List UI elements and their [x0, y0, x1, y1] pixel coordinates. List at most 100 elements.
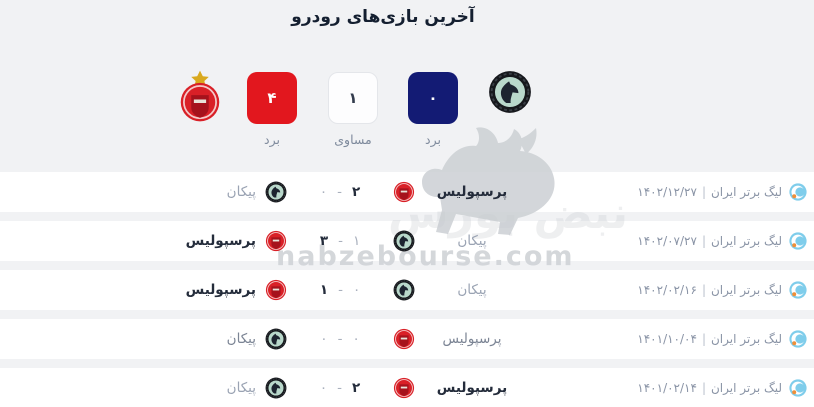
paykan-wins-label: برد	[425, 132, 441, 147]
persepolis-crest-icon	[393, 181, 415, 203]
home-team-logo	[393, 279, 415, 301]
match-row[interactable]: لیگ برتر ایران | ۱۴۰۱/۱۰/۰۴ پرسپولیس ۰ - ۰…	[0, 319, 814, 359]
league-name: لیگ برتر ایران	[710, 381, 782, 395]
match-list: لیگ برتر ایران | ۱۴۰۲/۱۲/۲۷ پرسپولیس ۲ - ۰…	[0, 172, 814, 407]
match-row[interactable]: لیگ برتر ایران | ۱۴۰۲/۱۲/۲۷ پرسپولیس ۲ - ۰…	[0, 172, 814, 212]
match-row[interactable]: لیگ برتر ایران | ۱۴۰۲/۰۷/۲۷ پیکان ۱ - ۳ پر…	[0, 221, 814, 261]
separator: |	[701, 234, 706, 248]
away-team-logo	[265, 230, 287, 252]
home-team-logo	[393, 181, 415, 203]
match-date: ۱۴۰۲/۰۷/۲۷	[637, 234, 697, 248]
home-team-name: پرسپولیس	[442, 331, 502, 347]
match-result-block: پرسپولیس ۲ - ۰ پیکان	[227, 368, 520, 407]
header-section: آخرین بازی‌های رودرو ۰ برد ۱ مساوی ۴ برد	[0, 0, 814, 172]
league-icon-wrap	[789, 281, 807, 299]
league-icon-wrap	[789, 183, 807, 201]
paykan-crest-icon	[265, 377, 287, 399]
page-title: آخرین بازی‌های رودرو	[291, 7, 475, 27]
league-date-block: لیگ برتر ایران | ۱۴۰۱/۱۰/۰۴	[637, 319, 807, 359]
home-team-logo	[393, 328, 415, 350]
league-name: لیگ برتر ایران	[710, 283, 782, 297]
home-team-logo	[393, 377, 415, 399]
persepolis-club-logo	[178, 70, 222, 126]
paykan-logo-icon	[488, 70, 532, 126]
paykan-crest-icon	[265, 328, 287, 350]
draws-box: ۱	[328, 72, 378, 124]
score-dash: -	[338, 282, 343, 298]
separator: |	[701, 185, 706, 199]
away-team-logo	[265, 328, 287, 350]
persepolis-wins-stat: ۴ برد	[247, 70, 297, 147]
league-icon	[789, 232, 807, 250]
draws-stat: ۱ مساوی	[328, 70, 378, 147]
match-result-block: پرسپولیس ۰ - ۰ پیکان	[227, 319, 520, 359]
score-dash: -	[337, 331, 343, 347]
persepolis-crest-icon	[393, 377, 415, 399]
match-row[interactable]: لیگ برتر ایران | ۱۴۰۱/۰۲/۱۴ پرسپولیس ۲ - ۰…	[0, 368, 814, 407]
home-team-name: پرسپولیس	[436, 184, 508, 200]
match-date: ۱۴۰۲/۰۲/۱۶	[637, 283, 697, 297]
league-date-block: لیگ برتر ایران | ۱۴۰۲/۱۲/۲۷	[637, 172, 807, 212]
league-date-text: لیگ برتر ایران | ۱۴۰۲/۱۲/۲۷	[637, 185, 782, 199]
league-date-text: لیگ برتر ایران | ۱۴۰۱/۱۰/۰۴	[637, 332, 782, 346]
league-icon-wrap	[789, 379, 807, 397]
away-team-name: پرسپولیس	[185, 282, 256, 298]
home-team-name: پیکان	[457, 282, 487, 298]
league-icon	[789, 330, 807, 348]
home-score: ۲	[351, 380, 361, 396]
persepolis-wins-label: برد	[264, 132, 280, 147]
league-name: لیگ برتر ایران	[710, 234, 782, 248]
match-row[interactable]: لیگ برتر ایران | ۱۴۰۲/۰۲/۱۶ پیکان ۰ - ۱ پر…	[0, 270, 814, 310]
league-icon	[789, 281, 807, 299]
persepolis-logo-icon	[178, 70, 222, 126]
away-score: ۱	[319, 282, 329, 298]
league-icon	[789, 379, 807, 397]
score-dash: -	[338, 233, 343, 249]
league-date-block: لیگ برتر ایران | ۱۴۰۲/۰۲/۱۶	[637, 270, 807, 310]
league-name: لیگ برتر ایران	[710, 332, 782, 346]
separator: |	[701, 381, 706, 395]
match-result-block: پیکان ۰ - ۱ پرسپولیس	[186, 270, 520, 310]
paykan-crest-icon	[489, 71, 531, 113]
match-date: ۱۴۰۱/۰۲/۱۴	[637, 381, 697, 395]
persepolis-crest-icon	[180, 70, 220, 122]
score: ۲ - ۰	[296, 184, 384, 200]
league-icon-wrap	[789, 232, 807, 250]
paykan-wins-stat: ۰ برد	[408, 70, 458, 147]
score: ۲ - ۰	[296, 380, 384, 396]
match-result-block: پرسپولیس ۲ - ۰ پیکان	[227, 172, 520, 212]
home-team-name: پیکان	[457, 233, 487, 249]
away-team-logo	[265, 377, 287, 399]
score: ۰ - ۱	[296, 282, 384, 298]
league-date-text: لیگ برتر ایران | ۱۴۰۲/۰۲/۱۶	[637, 283, 782, 297]
persepolis-crest-icon	[393, 328, 415, 350]
home-score: ۲	[351, 184, 361, 200]
separator: |	[701, 332, 706, 346]
away-team-name: پیکان	[226, 380, 256, 396]
match-date: ۱۴۰۱/۱۰/۰۴	[637, 332, 697, 346]
home-score: ۰	[352, 282, 361, 298]
away-score: ۰	[319, 380, 328, 396]
match-result-block: پیکان ۱ - ۳ پرسپولیس	[186, 221, 520, 261]
separator: |	[701, 283, 706, 297]
league-date-block: لیگ برتر ایران | ۱۴۰۱/۰۲/۱۴	[637, 368, 807, 407]
score-dash: -	[337, 380, 342, 396]
league-date-text: لیگ برتر ایران | ۱۴۰۲/۰۷/۲۷	[637, 234, 782, 248]
away-score: ۳	[319, 233, 329, 249]
home-score: ۱	[352, 233, 361, 249]
paykan-wins-box: ۰	[408, 72, 458, 124]
paykan-crest-icon	[265, 181, 287, 203]
away-team-logo	[265, 181, 287, 203]
away-team-name: پیکان	[226, 331, 256, 347]
draws-label: مساوی	[334, 132, 372, 147]
persepolis-crest-icon	[265, 230, 287, 252]
league-icon	[789, 183, 807, 201]
league-icon-wrap	[789, 330, 807, 348]
persepolis-wins-box: ۴	[247, 72, 297, 124]
score-dash: -	[337, 184, 342, 200]
home-score: ۰	[352, 331, 360, 347]
league-date-block: لیگ برتر ایران | ۱۴۰۲/۰۷/۲۷	[637, 221, 807, 261]
away-score: ۰	[320, 331, 328, 347]
match-date: ۱۴۰۲/۱۲/۲۷	[637, 185, 697, 199]
